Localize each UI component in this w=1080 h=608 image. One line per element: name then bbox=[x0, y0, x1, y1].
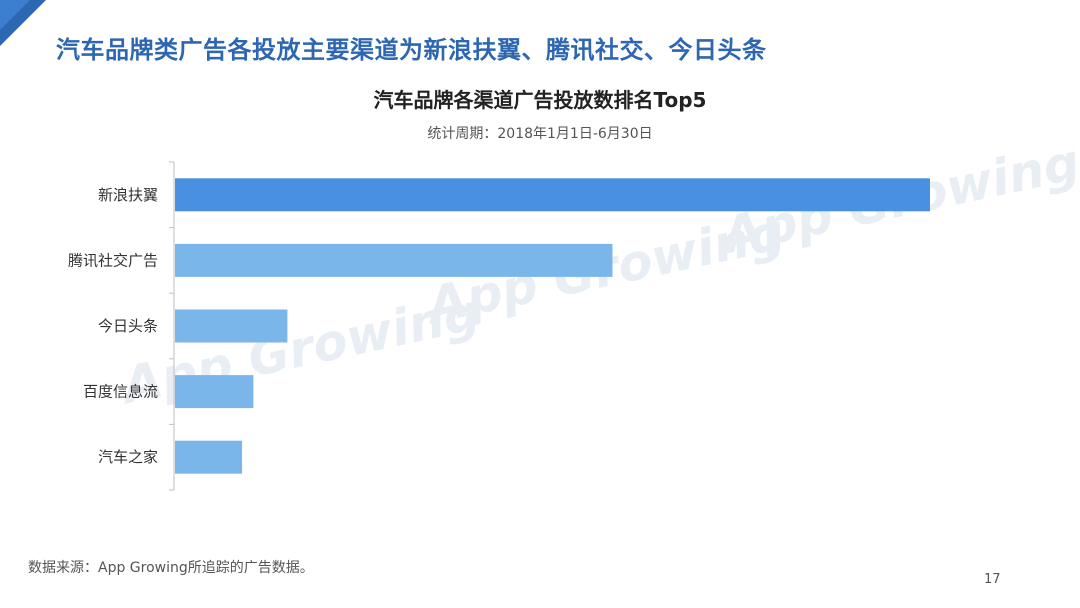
source-note: 数据来源：App Growing所追踪的广告数据。 bbox=[28, 560, 314, 576]
category-label: 汽车之家 bbox=[98, 448, 158, 466]
bar-4 bbox=[175, 440, 243, 474]
page-number: 17 bbox=[984, 572, 1001, 587]
bar-2 bbox=[175, 309, 288, 343]
slide-headline: 汽车品牌类广告各投放主要渠道为新浪扶翼、腾讯社交、今日头条 bbox=[56, 36, 767, 64]
bar-1 bbox=[175, 243, 613, 277]
chart-title: 汽车品牌各渠道广告投放数排名Top5 bbox=[373, 88, 707, 112]
bar-3 bbox=[175, 375, 254, 409]
category-label: 百度信息流 bbox=[83, 383, 158, 401]
category-label: 腾讯社交广告 bbox=[68, 251, 158, 269]
category-label: 今日头条 bbox=[98, 317, 158, 335]
chart-subtitle: 统计周期：2018年1月1日-6月30日 bbox=[427, 126, 653, 142]
corner-decoration-inner bbox=[0, 0, 30, 30]
category-label: 新浪扶翼 bbox=[98, 186, 158, 204]
bar-0 bbox=[175, 178, 930, 212]
